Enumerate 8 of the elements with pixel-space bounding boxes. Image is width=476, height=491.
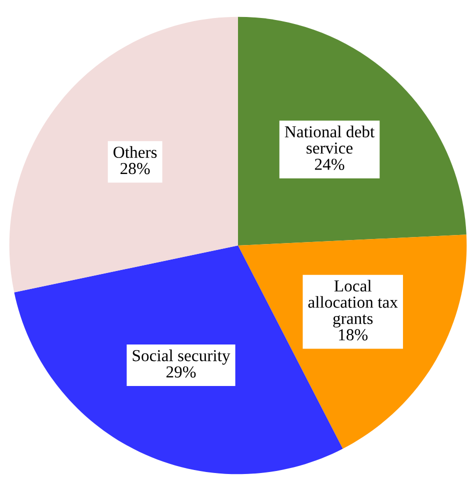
slice-label: National debt service bbox=[284, 126, 375, 154]
data-label: 18% bbox=[339, 329, 368, 340]
data-label: 24% bbox=[314, 158, 344, 170]
data-label: 28% bbox=[120, 162, 150, 174]
slice-label: Social security bbox=[132, 350, 230, 365]
data-label: 29% bbox=[166, 366, 196, 378]
slice-label: Others bbox=[114, 146, 157, 158]
slice-label: Local allocation tax grants bbox=[308, 280, 398, 328]
